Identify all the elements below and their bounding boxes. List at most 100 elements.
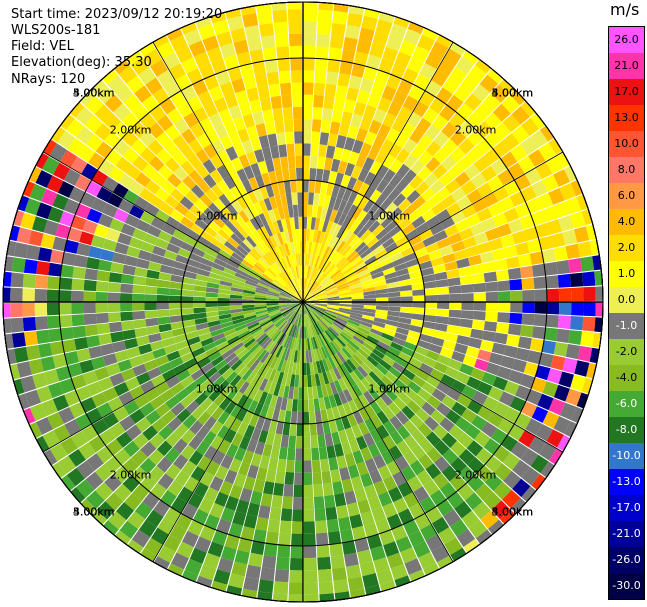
velocity-gate — [30, 403, 47, 422]
velocity-gate — [350, 289, 364, 295]
velocity-gate — [544, 261, 558, 276]
velocity-gate — [341, 111, 353, 126]
velocity-gate — [357, 499, 371, 514]
velocity-gate — [114, 59, 130, 75]
velocity-gate — [10, 287, 23, 302]
velocity-gate — [272, 593, 288, 602]
velocity-gate — [216, 518, 232, 535]
velocity-gate — [280, 156, 289, 170]
velocity-gate — [304, 582, 319, 595]
velocity-gate — [324, 311, 337, 319]
colorbar-tick-label: -1.0 — [615, 319, 638, 332]
velocity-gate — [461, 204, 477, 219]
velocity-gate — [412, 394, 427, 408]
velocity-gate — [351, 302, 364, 305]
velocity-gate — [325, 207, 333, 221]
velocity-gate — [303, 298, 315, 302]
velocity-gate — [311, 119, 322, 133]
velocity-gate — [520, 137, 538, 155]
velocity-gate — [275, 470, 286, 484]
velocity-gate — [150, 217, 166, 230]
velocity-gate — [115, 156, 132, 173]
velocity-gate — [303, 290, 307, 302]
velocity-gate — [35, 316, 49, 331]
velocity-gate — [333, 353, 343, 366]
velocity-gate — [370, 175, 383, 190]
velocity-gate — [315, 348, 322, 361]
velocity-gate — [225, 146, 238, 161]
velocity-gate — [108, 272, 123, 283]
velocity-gate — [248, 176, 259, 191]
velocity-gate — [281, 271, 290, 283]
velocity-gate — [234, 549, 250, 565]
velocity-gate — [288, 361, 294, 375]
velocity-gate — [346, 321, 359, 330]
velocity-gate — [274, 569, 289, 583]
velocity-gate — [250, 490, 263, 505]
velocity-gate — [303, 375, 308, 388]
velocity-gate — [250, 540, 265, 555]
velocity-gate — [333, 210, 343, 224]
velocity-gate — [382, 112, 397, 128]
velocity-gate — [359, 248, 372, 259]
velocity-gate — [445, 409, 461, 425]
velocity-gate — [229, 338, 242, 349]
velocity-gate — [418, 453, 434, 470]
velocity-gate — [180, 241, 195, 253]
velocity-gate — [228, 522, 243, 538]
velocity-gate — [213, 258, 227, 268]
velocity-gate — [347, 576, 364, 591]
velocity-gate — [280, 193, 288, 207]
velocity-gate — [411, 241, 426, 252]
velocity-gate — [236, 196, 248, 210]
velocity-gate — [330, 158, 341, 173]
velocity-gate — [411, 282, 425, 291]
velocity-gate — [525, 418, 543, 436]
velocity-gate — [347, 190, 358, 204]
velocity-gate — [324, 283, 336, 291]
velocity-gate — [103, 112, 122, 131]
velocity-gate — [242, 13, 259, 28]
velocity-gate — [523, 362, 539, 377]
velocity-gate — [304, 594, 319, 602]
velocity-gate — [170, 321, 184, 330]
velocity-gate — [120, 283, 134, 294]
velocity-gate — [70, 215, 87, 231]
velocity-gate — [467, 399, 483, 415]
colorbar-cell — [609, 391, 644, 417]
velocity-gate — [425, 215, 441, 229]
velocity-gate — [307, 313, 313, 325]
velocity-gate — [592, 332, 602, 348]
azimuth-spoke — [302, 301, 454, 562]
velocity-gate — [180, 296, 194, 302]
velocity-gate — [14, 346, 29, 363]
velocity-gate — [313, 82, 326, 96]
velocity-gate — [364, 185, 376, 200]
velocity-gate — [542, 205, 558, 222]
velocity-gate — [435, 34, 452, 48]
velocity-gate — [397, 106, 413, 122]
velocity-gate — [312, 254, 318, 268]
velocity-gate — [256, 242, 267, 255]
velocity-gate — [234, 447, 247, 462]
velocity-gate — [231, 561, 248, 577]
velocity-gate — [75, 385, 92, 402]
velocity-gate — [416, 253, 431, 264]
velocity-gate — [299, 265, 302, 278]
velocity-gate — [169, 281, 183, 290]
velocity-gate — [144, 310, 158, 319]
velocity-gate — [491, 500, 510, 519]
velocity-gate — [236, 168, 248, 183]
velocity-gate — [286, 323, 294, 336]
velocity-gate — [181, 503, 198, 520]
velocity-gate — [70, 156, 88, 174]
velocity-gate — [580, 256, 595, 272]
velocity-gate — [243, 384, 255, 398]
velocity-gate — [299, 290, 303, 302]
velocity-gate — [360, 377, 373, 391]
velocity-gate — [306, 313, 311, 326]
velocity-gate — [303, 118, 312, 132]
velocity-gate — [352, 450, 365, 465]
velocity-gate — [276, 219, 284, 233]
velocity-gate — [257, 85, 270, 100]
